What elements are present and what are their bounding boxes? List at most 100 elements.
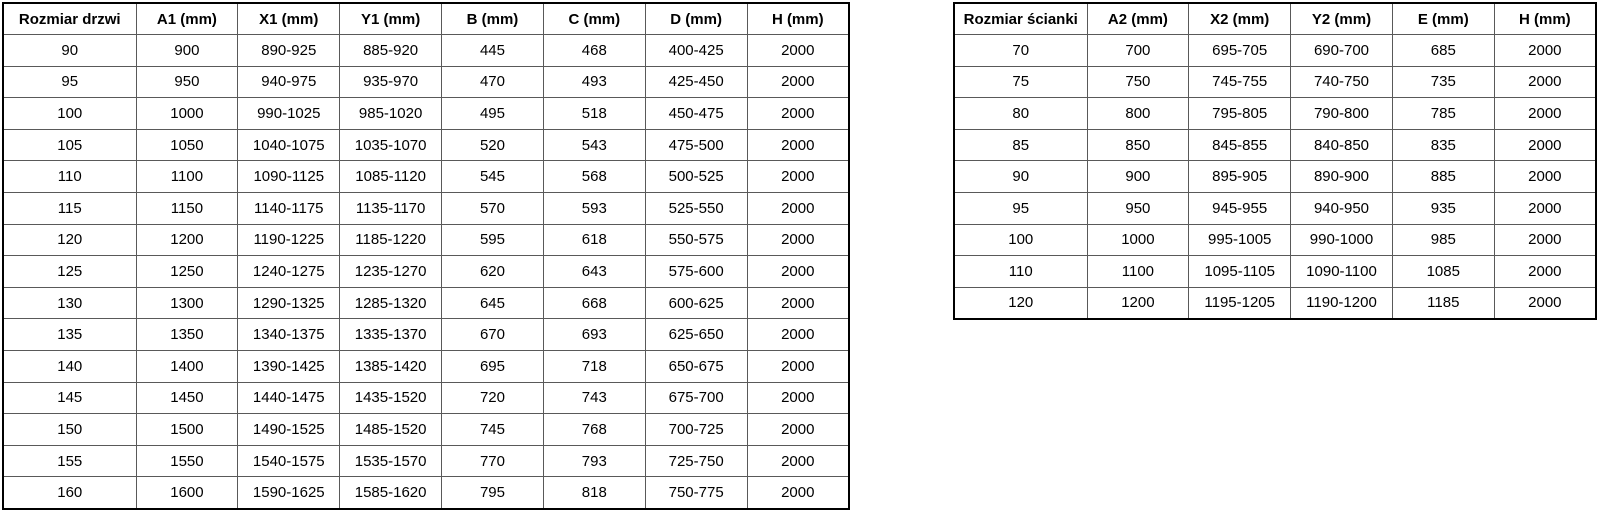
door-table-header-row: Rozmiar drzwi A1 (mm) X1 (mm) Y1 (mm) B (mm)… [2, 2, 850, 36]
table-cell: 750 [1086, 65, 1190, 99]
table-cell: 1100 [135, 160, 239, 194]
table-cell: 568 [542, 160, 646, 194]
table-cell: 1485-1520 [339, 413, 443, 446]
table-cell: 90 [2, 34, 137, 67]
table-cell: 643 [542, 255, 646, 288]
table-row: 120 1200 1190-1225 1185-1220 595 618 550-575 20… [2, 223, 850, 257]
table-cell: 2000 [746, 381, 850, 415]
table-cell: 1435-1520 [339, 381, 443, 415]
table-cell: 1035-1070 [339, 128, 443, 162]
table-cell: 2000 [746, 255, 850, 288]
column-header: A1 (mm) [135, 2, 239, 36]
column-header: Y2 (mm) [1290, 2, 1393, 36]
table-cell: 985-1020 [339, 97, 443, 130]
table-cell: 525-550 [644, 192, 748, 225]
table-cell: 130 [2, 286, 137, 320]
table-cell: 675-700 [644, 381, 748, 415]
table-cell: 125 [2, 255, 137, 288]
table-cell: 800 [1086, 97, 1190, 130]
table-cell: 1000 [135, 97, 239, 130]
table-cell: 1390-1425 [237, 350, 341, 383]
table-cell: 685 [1391, 34, 1495, 67]
column-header: B (mm) [441, 2, 544, 36]
table-cell: 2000 [746, 413, 850, 446]
table-cell: 890-900 [1290, 160, 1393, 194]
table-row: 75 750 745-755 740-750 735 2000 [953, 65, 1597, 99]
table-cell: 650-675 [644, 350, 748, 383]
table-cell: 985 [1391, 223, 1495, 257]
table-cell: 450-475 [644, 97, 748, 130]
table-cell: 105 [2, 128, 137, 162]
table-cell: 1185-1220 [339, 223, 443, 257]
table-cell: 95 [953, 192, 1088, 225]
table-cell: 1400 [135, 350, 239, 383]
table-cell: 740-750 [1290, 65, 1393, 99]
table-cell: 720 [441, 381, 544, 415]
table-cell: 495 [441, 97, 544, 130]
table-cell: 545 [441, 160, 544, 194]
column-header: C (mm) [542, 2, 646, 36]
table-cell: 593 [542, 192, 646, 225]
table-cell: 470 [441, 65, 544, 99]
table-cell: 1200 [135, 223, 239, 257]
table-cell: 550-575 [644, 223, 748, 257]
table-cell: 2000 [746, 476, 850, 509]
table-row: 90 900 895-905 890-900 885 2000 [953, 160, 1597, 194]
table-cell: 70 [953, 34, 1088, 67]
table-row: 95 950 940-975 935-970 470 493 425-450 2000 [2, 65, 850, 99]
table-cell: 620 [441, 255, 544, 288]
table-cell: 885-920 [339, 34, 443, 67]
table-cell: 1300 [135, 286, 239, 320]
table-cell: 150 [2, 413, 137, 446]
table-cell: 795 [441, 476, 544, 509]
column-header: E (mm) [1391, 2, 1495, 36]
table-cell: 745-755 [1188, 65, 1292, 99]
wall-table-header-row: Rozmiar ścianki A2 (mm) X2 (mm) Y2 (mm) E (m… [953, 2, 1597, 36]
door-size-table: Rozmiar drzwi A1 (mm) X1 (mm) Y1 (mm) B (mm)… [2, 2, 850, 510]
table-cell: 990-1000 [1290, 223, 1393, 257]
table-row: 95 950 945-955 940-950 935 2000 [953, 192, 1597, 225]
table-cell: 795-805 [1188, 97, 1292, 130]
table-cell: 2000 [1493, 192, 1597, 225]
table-cell: 785 [1391, 97, 1495, 130]
table-cell: 1040-1075 [237, 128, 341, 162]
table-cell: 1085 [1391, 255, 1495, 288]
table-cell: 2000 [1493, 255, 1597, 288]
table-cell: 2000 [1493, 34, 1597, 67]
table-cell: 2000 [746, 350, 850, 383]
table-cell: 995-1005 [1188, 223, 1292, 257]
table-cell: 75 [953, 65, 1088, 99]
table-cell: 100 [2, 97, 137, 130]
table-cell: 945-955 [1188, 192, 1292, 225]
table-cell: 1240-1275 [237, 255, 341, 288]
table-cell: 120 [953, 286, 1088, 320]
table-cell: 690-700 [1290, 34, 1393, 67]
table-row: 140 1400 1390-1425 1385-1420 695 718 650-675 20… [2, 350, 850, 383]
table-cell: 475-500 [644, 128, 748, 162]
table-cell: 1335-1370 [339, 318, 443, 352]
table-row: 105 1050 1040-1075 1035-1070 520 543 475-500 20… [2, 128, 850, 162]
table-cell: 1085-1120 [339, 160, 443, 194]
table-row: 85 850 845-855 840-850 835 2000 [953, 128, 1597, 162]
table-cell: 2000 [746, 65, 850, 99]
table-cell: 845-855 [1188, 128, 1292, 162]
table-cell: 120 [2, 223, 137, 257]
table-row: 110 1100 1095-1105 1090-1100 1085 2000 [953, 255, 1597, 288]
table-cell: 1440-1475 [237, 381, 341, 415]
table-cell: 600-625 [644, 286, 748, 320]
table-cell: 935-970 [339, 65, 443, 99]
table-cell: 1000 [1086, 223, 1190, 257]
table-cell: 2000 [746, 444, 850, 478]
table-cell: 2000 [746, 128, 850, 162]
table-cell: 1100 [1086, 255, 1190, 288]
wall-size-table: Rozmiar ścianki A2 (mm) X2 (mm) Y2 (mm) E (m… [953, 2, 1597, 320]
table-cell: 155 [2, 444, 137, 478]
table-cell: 2000 [746, 160, 850, 194]
table-cell: 575-600 [644, 255, 748, 288]
table-cell: 668 [542, 286, 646, 320]
table-row: 160 1600 1590-1625 1585-1620 795 818 750-775 20… [2, 476, 850, 509]
table-cell: 1600 [135, 476, 239, 509]
table-cell: 1185 [1391, 286, 1495, 320]
table-row: 125 1250 1240-1275 1235-1270 620 643 575-600 20… [2, 255, 850, 288]
table-cell: 770 [441, 444, 544, 478]
